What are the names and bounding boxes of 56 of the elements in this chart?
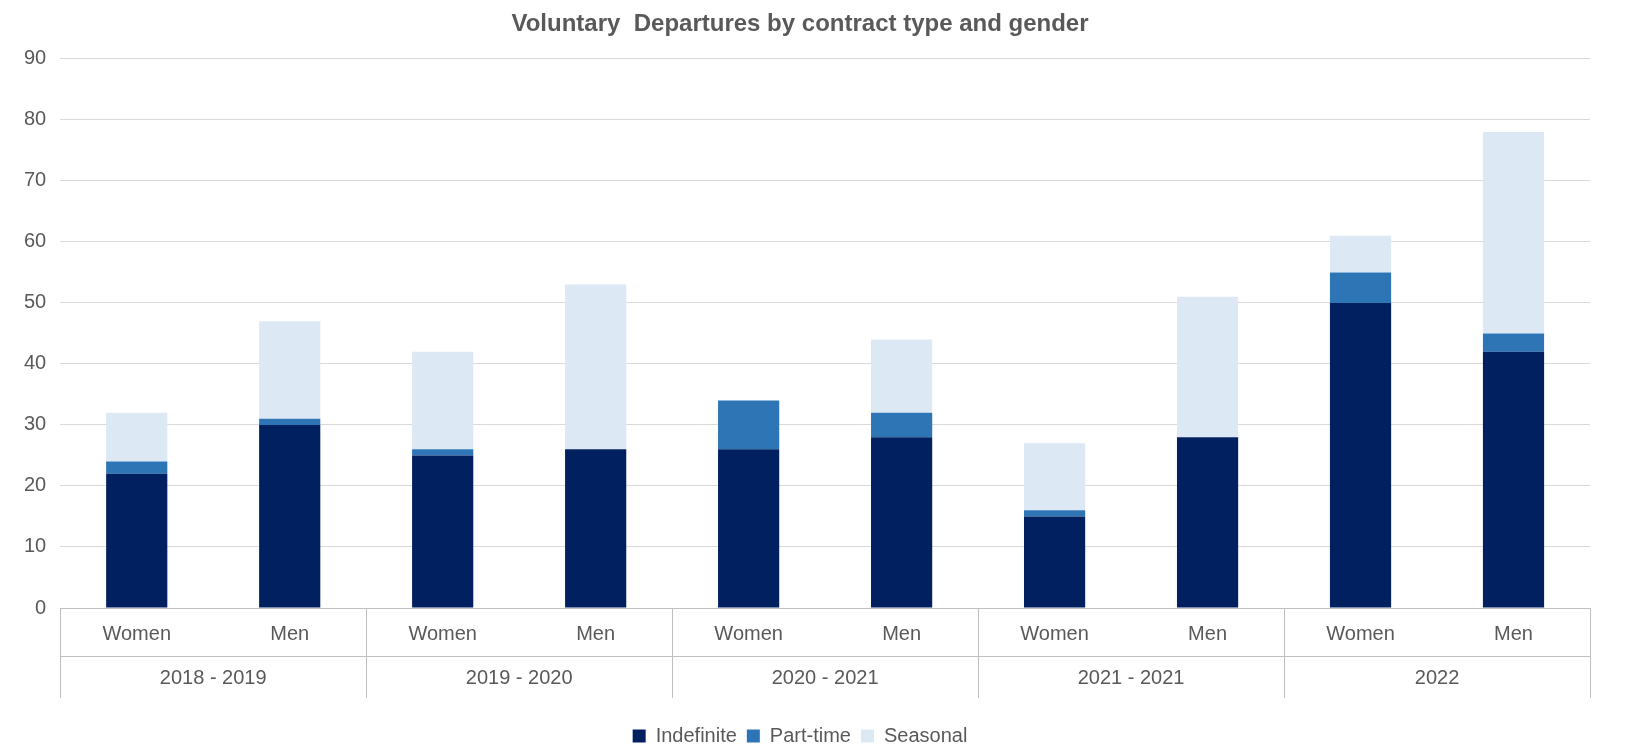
bar [565,284,627,450]
x-tick-label: Women [408,621,477,644]
bar [1023,516,1086,608]
text: 2019 - 2020 [465,665,573,688]
bar [106,412,168,462]
bar [412,449,474,456]
bar [1176,437,1239,608]
bar [1176,296,1239,438]
bar [718,449,780,608]
bar [1329,272,1392,303]
bar [1023,510,1086,517]
y-tick-label: 70 [24,168,47,191]
bar [412,351,474,450]
bar [1482,333,1545,352]
y-tick-label: 50 [24,290,47,313]
y-tick-label: 80 [24,107,47,130]
text: 2018 - 2019 [159,665,267,688]
bar [565,449,627,608]
legend-label: Seasonal [883,723,968,746]
bar [1023,443,1086,511]
y-tick-label: 10 [24,534,47,557]
text: 2022 [1414,665,1460,688]
bar [1482,351,1545,608]
y-tick-label: 20 [24,473,47,496]
legend-label: Part-time [769,723,851,746]
x-tick-label: Men [270,621,310,644]
bar [259,418,321,425]
bar [259,424,321,608]
y-tick-label: 60 [24,229,47,252]
y-tick-label: 30 [24,412,47,435]
bar [871,437,933,608]
x-tick-label: Women [102,621,172,644]
bar [259,321,321,419]
text: 2020 - 2021 [771,665,879,688]
x-tick-label: Women [714,621,783,644]
bar [1329,235,1392,273]
bar [871,412,933,438]
y-tick-label: 90 [24,46,47,69]
bar [106,473,168,608]
x-tick-label: Men [1188,621,1228,644]
x-tick-label: Men [1494,621,1533,644]
legend-label: Indefinite [655,723,737,746]
y-tick-label: 40 [24,351,47,374]
bar [871,339,933,413]
bar [412,455,474,608]
x-tick-label: Women [1326,621,1395,644]
x-tick-label: Women [1020,621,1089,644]
chart-title: Voluntary Departures by contract type and gender [511,9,1089,37]
bar [1329,302,1392,608]
x-tick-label: Men [882,621,922,644]
bar [718,400,780,450]
text: 2021 - 2021 [1077,665,1185,688]
bar [106,461,168,474]
bar [1482,132,1545,334]
y-tick-label: 0 [35,595,47,618]
x-tick-label: Men [576,621,616,644]
